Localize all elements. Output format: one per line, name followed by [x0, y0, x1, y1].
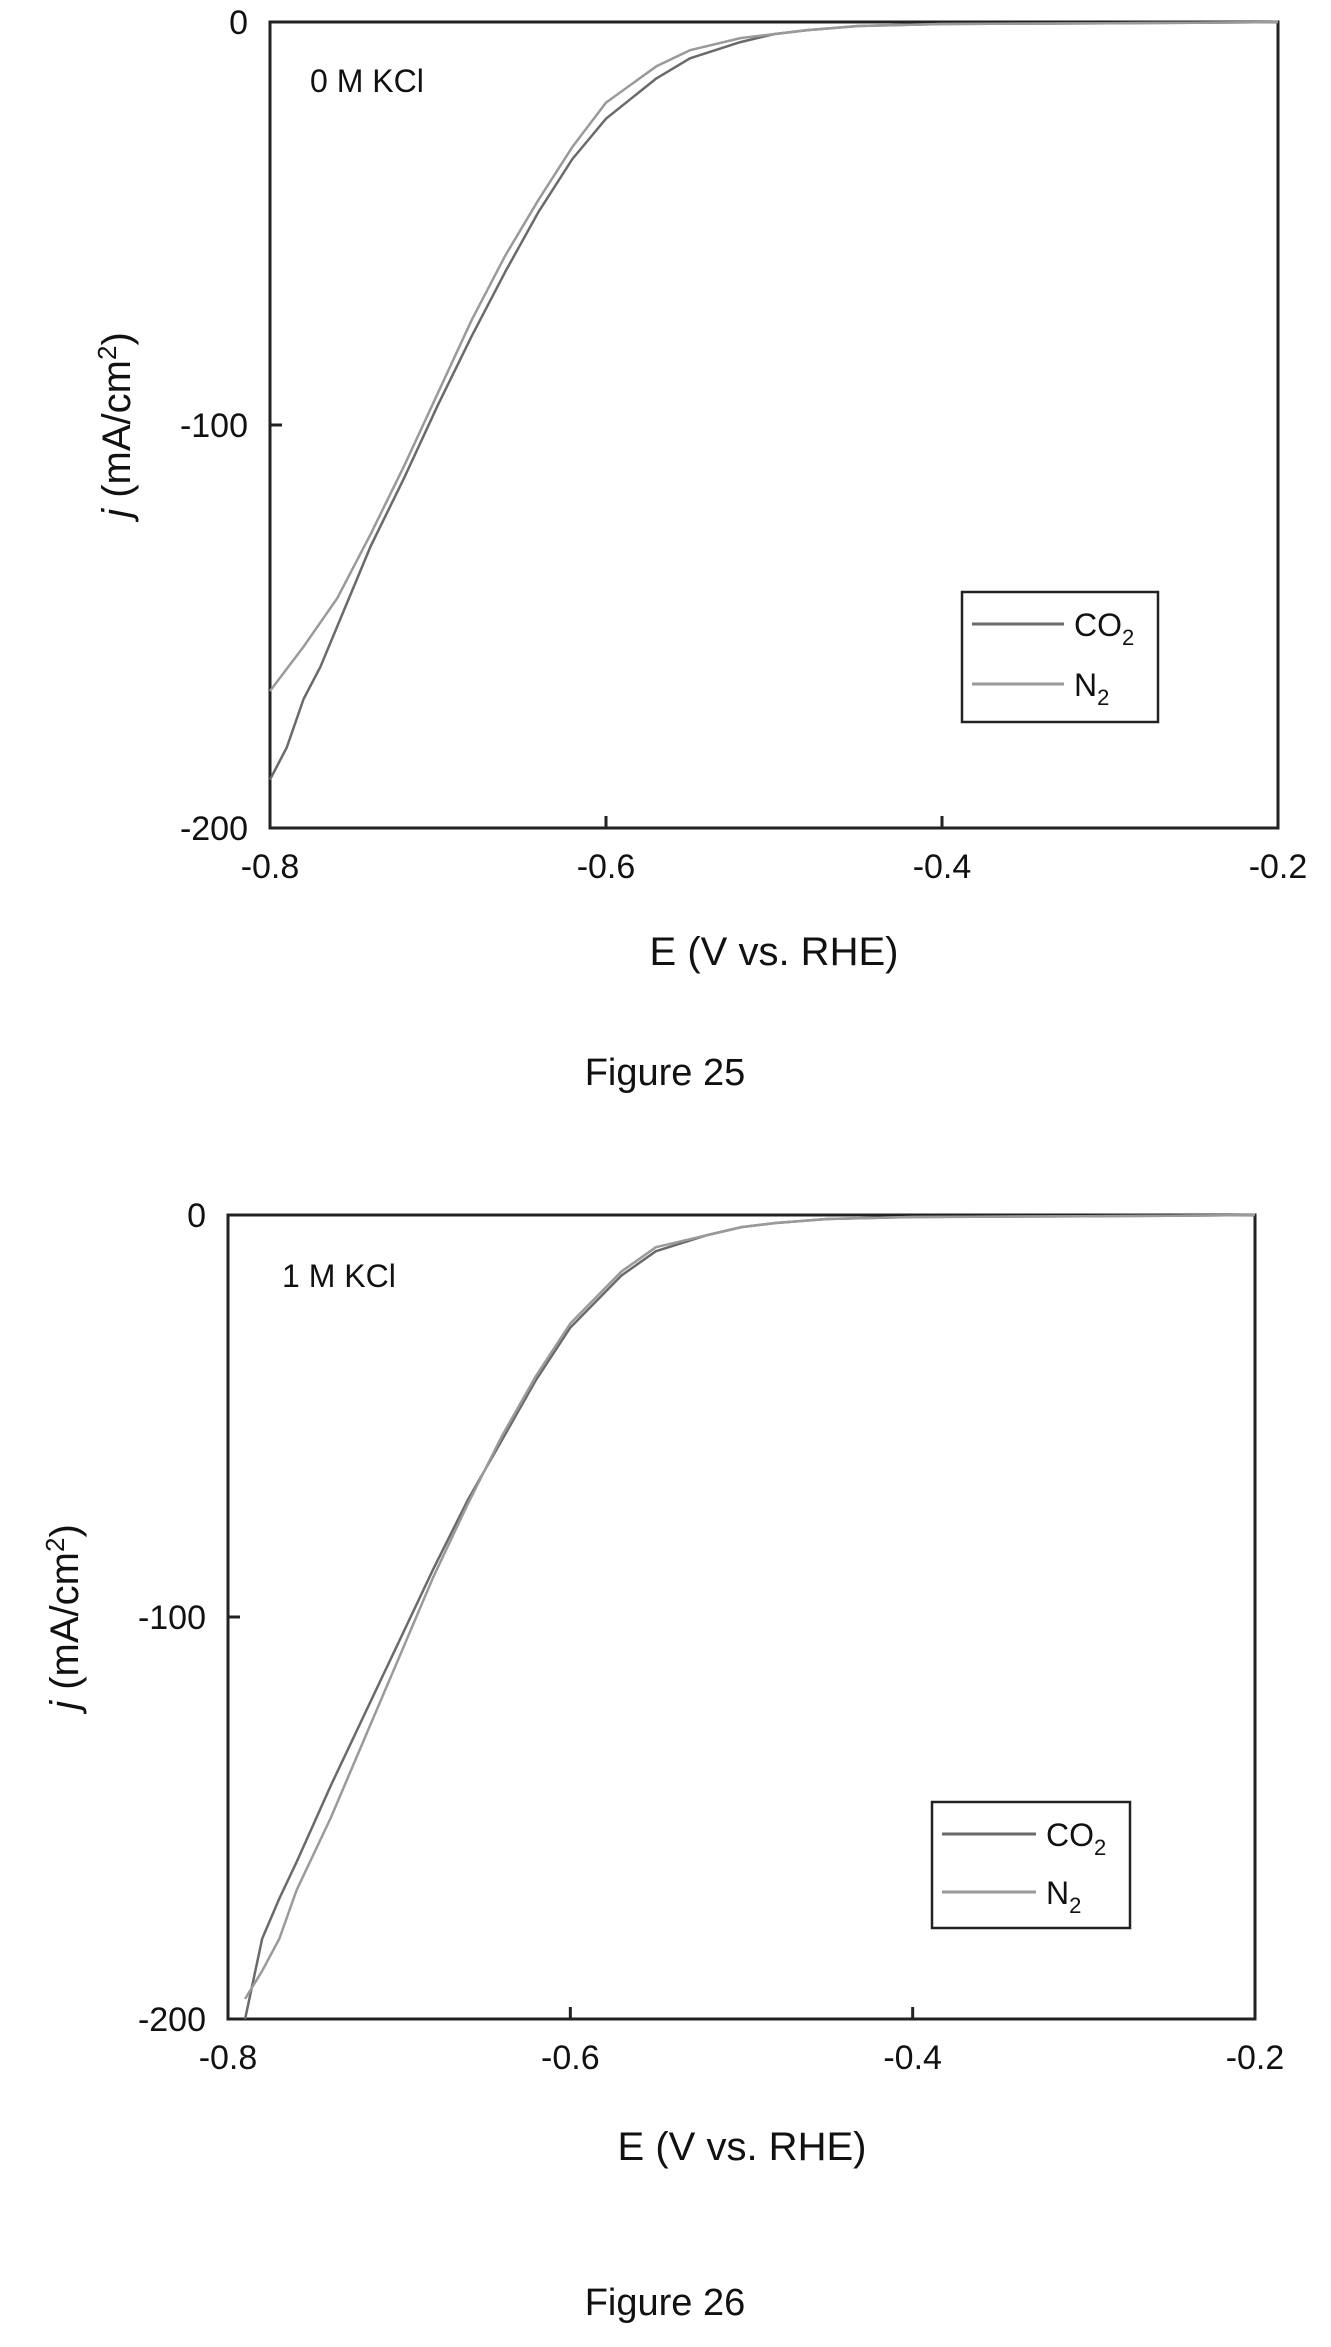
x-tick-label: -0.4	[883, 2039, 942, 2077]
y-tick-label: -100	[138, 1599, 206, 1637]
series-line-n2	[244, 1213, 1256, 2000]
axis-ticks	[226, 1213, 1257, 2021]
x-tick-label: -0.2	[1249, 848, 1308, 886]
chart-figure-26: -0.8 -0.6 -0.4 -0.2 0 -100 -200 1 M KCl CO2 N2…	[40, 1197, 1284, 2324]
figure-caption: Figure 26	[585, 2282, 746, 2324]
y-tick-label: 0	[187, 1197, 206, 1235]
series-lines	[243, 1213, 1256, 2020]
legend-box	[960, 590, 1160, 724]
axis-ticks	[268, 20, 1280, 830]
legend-label-co2: CO2	[1074, 607, 1134, 650]
chart-figure-25: -0.8 -0.6 -0.4 -0.2 0 -100 -200 0 M KCl CO2 N2…	[92, 4, 1307, 1094]
legend-box	[930, 1800, 1132, 1930]
x-axis-label: E (V vs. RHE)	[618, 2125, 867, 2169]
y-axis-label: j (mA/cm2)	[92, 332, 139, 523]
legend-label-n2: N2	[1046, 1875, 1081, 1918]
condition-annotation: 1 M KCl	[282, 1258, 396, 1294]
y-axis-label: j (mA/cm2)	[40, 1524, 87, 1715]
tick-labels: -0.8 -0.6 -0.4 -0.2 0 -100 -200	[138, 1197, 1284, 2077]
x-tick-label: -0.8	[241, 848, 300, 886]
x-tick-label: -0.6	[577, 848, 636, 886]
y-tick-label: 0	[229, 4, 248, 42]
x-tick-label: -0.2	[1226, 2039, 1285, 2077]
figure-caption: Figure 25	[585, 1052, 746, 1094]
tick-labels: -0.8 -0.6 -0.4 -0.2 0 -100 -200	[180, 4, 1307, 886]
condition-annotation: 0 M KCl	[310, 63, 424, 99]
series-lines	[268, 20, 1279, 781]
legend-label-co2: CO2	[1046, 1817, 1106, 1860]
x-axis-label: E (V vs. RHE)	[650, 930, 899, 974]
y-tick-label: -200	[138, 2001, 206, 2039]
legend-label-n2: N2	[1074, 667, 1109, 710]
y-tick-label: -100	[180, 407, 248, 445]
x-tick-label: -0.4	[913, 848, 972, 886]
series-line-n2	[269, 20, 1279, 692]
x-tick-label: -0.8	[199, 2039, 258, 2077]
y-tick-label: -200	[180, 810, 248, 848]
x-tick-label: -0.6	[541, 2039, 600, 2077]
